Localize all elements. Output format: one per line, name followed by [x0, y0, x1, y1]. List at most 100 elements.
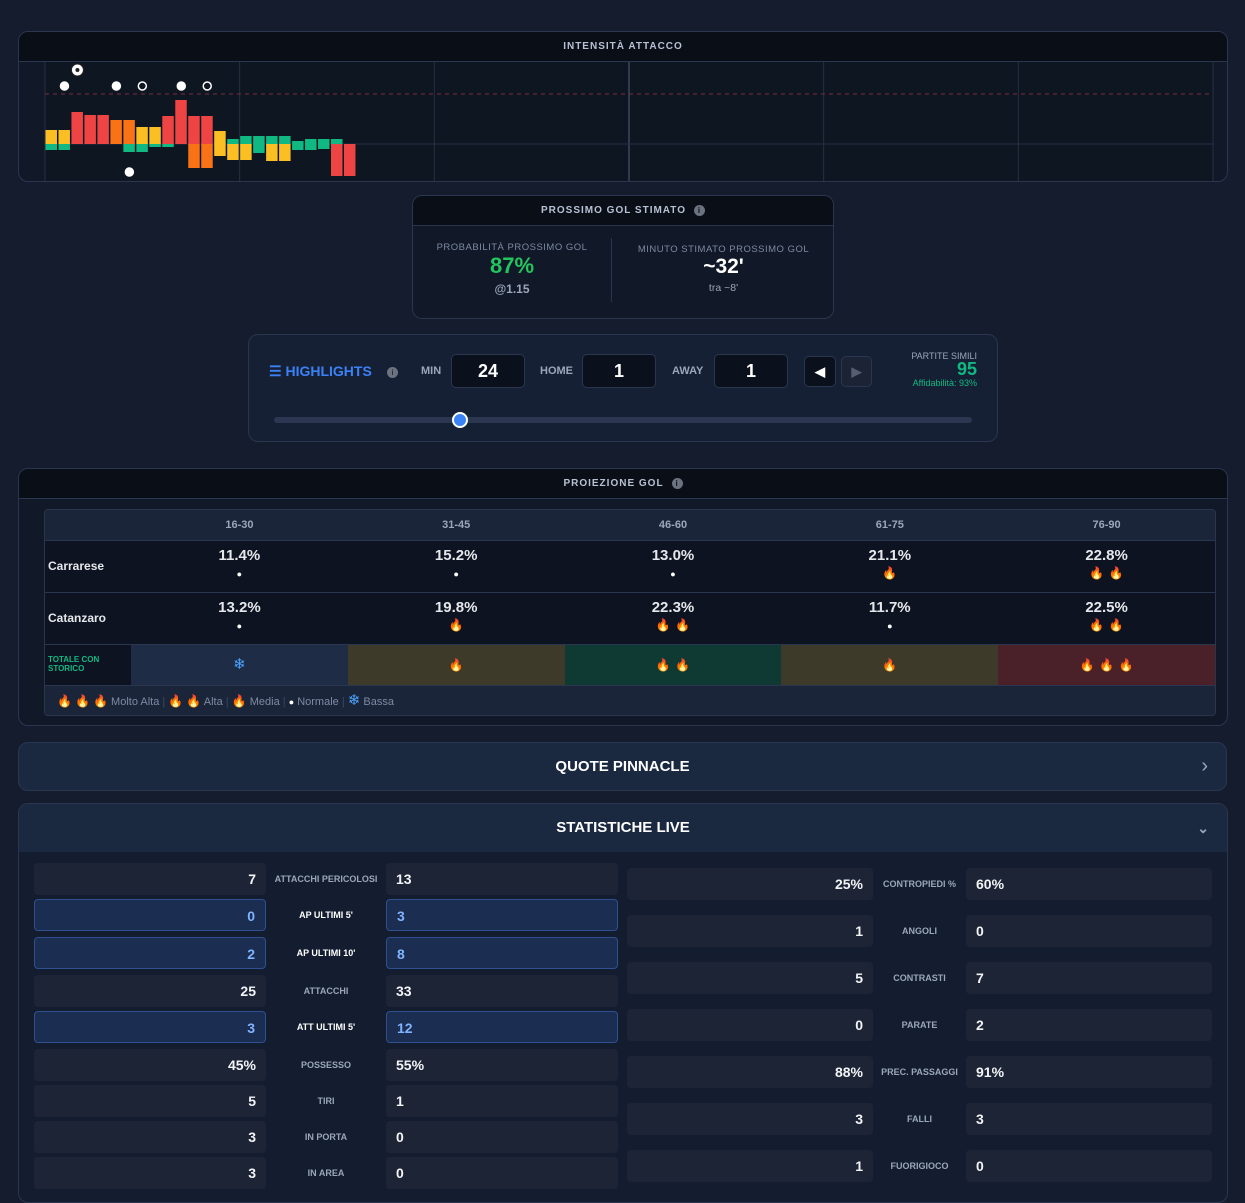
probability: 22.8% [1085, 547, 1128, 564]
stat-label: AP ULTIMI 5' [299, 910, 353, 920]
away-bar [343, 144, 356, 176]
total-row: TOTALE CON STORICO ❄ 🔥 🔥 🔥 🔥 🔥 🔥 🔥 [45, 645, 1215, 686]
away-bar [305, 144, 317, 150]
away-bar [266, 144, 278, 161]
away-bar [162, 144, 174, 147]
col-header: 76-90 [1092, 519, 1121, 531]
dot-icon: ● [670, 569, 676, 579]
event-dot [111, 81, 122, 91]
similar-value: 95 [956, 359, 977, 379]
home-stat: 3 [34, 1121, 266, 1153]
away-bar [240, 144, 252, 160]
projection-cell: 22.8% 🔥 🔥 [998, 541, 1215, 592]
info-icon[interactable]: i [671, 477, 683, 489]
away-score-input[interactable] [714, 354, 788, 388]
pinnacle-section[interactable]: QUOTE PINNACLE › [18, 742, 1227, 791]
home-bar [45, 130, 57, 144]
intensity-title: INTENSITÀ ATTACCO [19, 32, 1227, 62]
home-stat: 1 [627, 915, 873, 947]
away-bar [214, 144, 226, 156]
away-stat: 8 [386, 937, 618, 969]
info-icon[interactable]: i [694, 204, 705, 216]
away-stat: 0 [386, 1121, 618, 1153]
prev-button[interactable]: ◀ [804, 356, 836, 387]
event-dot [176, 81, 187, 91]
col-header: 61-75 [875, 519, 904, 531]
home-bar [110, 120, 122, 144]
info-icon[interactable]: i [387, 367, 398, 378]
minute-slider[interactable] [274, 412, 972, 428]
away-bar [253, 144, 265, 153]
away-stat: 33 [386, 975, 618, 1007]
home-stat: 7 [34, 863, 266, 895]
away-stat: 60% [966, 868, 1212, 900]
total-cell: 🔥 [781, 645, 999, 685]
min-label: MIN [421, 365, 442, 377]
home-score-input[interactable] [582, 354, 656, 388]
away-stat: 0 [966, 915, 1212, 947]
minute-input[interactable] [451, 354, 525, 388]
stat-label: FALLI [907, 1114, 932, 1124]
home-bar [318, 139, 330, 144]
fire-icon: 🔥 [1108, 566, 1124, 580]
projection-cell: 13.2% ● [131, 593, 348, 644]
stat-label: IN AREA [307, 1168, 345, 1178]
slider-thumb[interactable] [452, 412, 469, 428]
stat-label: CONTRASTI [893, 973, 946, 983]
event-dot [124, 167, 135, 177]
fire-icon: 🔥 [168, 694, 184, 708]
stat-label: POSSESSO [300, 1060, 352, 1070]
live-stats-header[interactable]: STATISTICHE LIVE ⌄ [19, 804, 1227, 852]
projection-title: PROIEZIONE GOL [563, 478, 664, 489]
away-bar [58, 144, 70, 150]
total-cell: 🔥 🔥 [564, 645, 782, 685]
col-header: 31-45 [442, 519, 471, 531]
projection-cell: 11.7% ● [781, 593, 998, 644]
reliability: Affidabilità: 93% [912, 378, 977, 388]
fire-icon: 🔥 [882, 566, 898, 580]
prob-odds: @1.15 [494, 282, 530, 296]
home-label: HOME [540, 365, 573, 377]
fire-icon: 🔥 [1089, 566, 1105, 580]
away-stat: 0 [386, 1157, 618, 1189]
prob-label: PROBABILITÀ PROSSIMO GOL [436, 242, 588, 253]
fire-icon: 🔥 [93, 694, 108, 708]
stat-label: ATT ULTIMI 5' [296, 1022, 356, 1032]
next-button[interactable]: ▶ [841, 356, 872, 387]
home-stat: 0 [627, 1009, 873, 1041]
fire-icon: 🔥 [448, 618, 464, 632]
total-label: TOTALE CON STORICO [45, 645, 131, 685]
projection-row: Carrarese 11.4% ● 15.2% ● 13.0% ● 21.1% 🔥 22.8% 🔥 … [45, 541, 1215, 593]
home-bar [136, 127, 148, 144]
probability: 13.2% [218, 599, 261, 616]
projection-cell: 13.0% ● [565, 541, 782, 592]
projection-table: 16-30 31-45 46-60 61-75 76-90 Carrarese 1… [44, 509, 1216, 716]
stat-label: PARATE [901, 1020, 938, 1030]
projection-cell: 19.8% 🔥 [348, 593, 565, 644]
dot-icon: ● [887, 621, 893, 631]
away-bar [279, 144, 291, 161]
projection-header: 16-30 31-45 46-60 61-75 76-90 [45, 510, 1215, 541]
fire-icon: 🔥 [448, 658, 464, 672]
projection-cell: 15.2% ● [348, 541, 565, 592]
home-bar [84, 115, 96, 144]
probability: 13.0% [651, 547, 695, 564]
dot-icon: ● [288, 697, 295, 707]
probability: 22.3% [651, 599, 695, 616]
stat-label: PREC. PASSAGGI [881, 1067, 958, 1077]
event-ring [202, 81, 212, 91]
stat-label: ATTACCHI [303, 986, 349, 996]
legend-item: Normale [297, 696, 339, 708]
fire-icon: 🔥 [675, 618, 691, 632]
home-stat: 3 [34, 1011, 266, 1043]
away-stat: 55% [386, 1049, 618, 1081]
chevron-right-icon[interactable]: › [1201, 755, 1208, 777]
away-bar [331, 144, 343, 176]
home-bar [279, 136, 291, 144]
probability: 22.5% [1085, 599, 1128, 616]
home-bar [58, 130, 70, 144]
projection-cell: 22.3% 🔥 🔥 [565, 593, 782, 644]
team-name: Carrarese [48, 559, 105, 573]
legend: 🔥 🔥 🔥 Molto Alta | 🔥 🔥 Alta | 🔥 Media | … [45, 686, 1215, 715]
chevron-down-icon[interactable]: ⌄ [1197, 820, 1209, 836]
